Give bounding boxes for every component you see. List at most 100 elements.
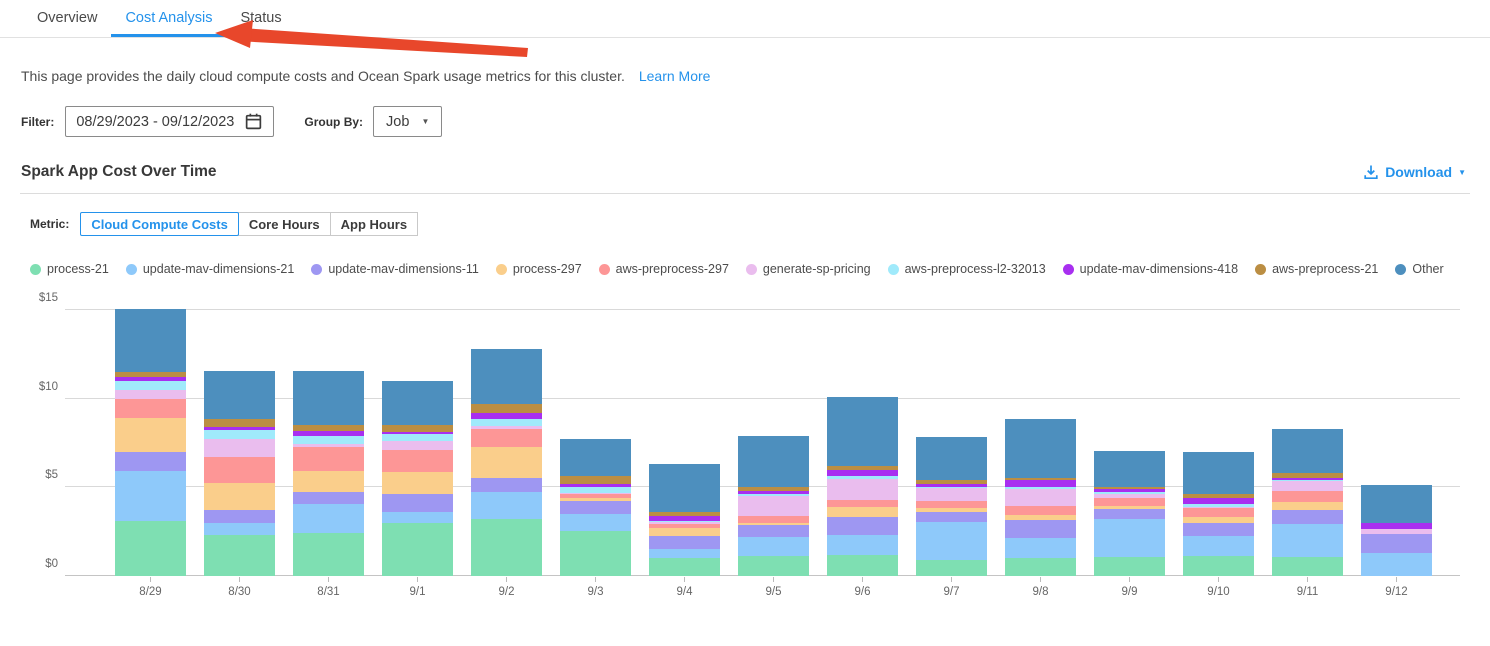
bar-segment-update-mav-dimensions-21[interactable] (1361, 552, 1432, 576)
bar-segment-process-21[interactable] (471, 519, 542, 576)
bar-segment-aws-preprocess-21[interactable] (1272, 473, 1343, 478)
bar-segment-update-mav-dimensions-21[interactable] (1183, 536, 1254, 556)
bar-segment-aws-preprocess-21[interactable] (115, 372, 186, 378)
legend-item-Other[interactable]: Other (1395, 262, 1444, 276)
bar-segment-update-mav-dimensions-21[interactable] (916, 521, 987, 561)
bar-segment-update-mav-dimensions-418[interactable] (1183, 498, 1254, 505)
bar-segment-generate-sp-pricing[interactable] (204, 438, 275, 458)
bar-segment-Other[interactable] (1361, 484, 1432, 523)
bar-segment-aws-preprocess-297[interactable] (649, 523, 720, 529)
bar-segment-update-mav-dimensions-418[interactable] (827, 469, 898, 476)
bar-segment-update-mav-dimensions-11[interactable] (738, 525, 809, 537)
bar-segment-update-mav-dimensions-21[interactable] (738, 537, 809, 556)
bar-segment-update-mav-dimensions-11[interactable] (1094, 508, 1165, 520)
bar-segment-process-21[interactable] (916, 560, 987, 576)
bar-segment-update-mav-dimensions-418[interactable] (560, 483, 631, 488)
bar-segment-aws-preprocess-297[interactable] (916, 500, 987, 508)
bar-segment-process-21[interactable] (115, 521, 186, 576)
bar-segment-aws-preprocess-297[interactable] (1094, 498, 1165, 506)
bar-segment-process-21[interactable] (560, 530, 631, 576)
bar-segment-update-mav-dimensions-418[interactable] (916, 483, 987, 487)
bar-segment-generate-sp-pricing[interactable] (293, 443, 364, 448)
bar-segment-process-21[interactable] (649, 558, 720, 576)
bar-segment-Other[interactable] (382, 381, 453, 426)
bar-segment-update-mav-dimensions-21[interactable] (1005, 537, 1076, 559)
bar-segment-generate-sp-pricing[interactable] (1094, 493, 1165, 499)
bar-9/4[interactable] (649, 464, 720, 576)
bar-segment-process-297[interactable] (827, 506, 898, 517)
bar-segment-aws-preprocess-l2-32013[interactable] (1094, 491, 1165, 494)
bar-segment-update-mav-dimensions-11[interactable] (1361, 534, 1432, 553)
bar-9/3[interactable] (560, 438, 631, 576)
bar-segment-process-297[interactable] (293, 470, 364, 492)
bar-segment-process-297[interactable] (1094, 505, 1165, 509)
bar-segment-aws-preprocess-21[interactable] (471, 404, 542, 413)
bar-segment-aws-preprocess-21[interactable] (293, 425, 364, 431)
bar-segment-update-mav-dimensions-418[interactable] (649, 515, 720, 522)
bar-segment-update-mav-dimensions-11[interactable] (471, 478, 542, 492)
bar-segment-Other[interactable] (827, 396, 898, 467)
bar-segment-generate-sp-pricing[interactable] (471, 426, 542, 429)
bar-segment-Other[interactable] (649, 464, 720, 513)
download-button[interactable]: Download ▼ (1363, 164, 1466, 180)
bar-segment-update-mav-dimensions-418[interactable] (738, 490, 809, 494)
bar-segment-process-297[interactable] (738, 522, 809, 526)
bar-segment-aws-preprocess-297[interactable] (560, 494, 631, 498)
bar-segment-process-297[interactable] (1005, 514, 1076, 521)
bar-segment-generate-sp-pricing[interactable] (738, 496, 809, 516)
bar-segment-Other[interactable] (1183, 451, 1254, 495)
bar-segment-update-mav-dimensions-21[interactable] (382, 512, 453, 523)
bar-segment-process-297[interactable] (560, 497, 631, 501)
bar-segment-update-mav-dimensions-21[interactable] (471, 491, 542, 520)
date-range-picker[interactable]: 08/29/2023 - 09/12/2023 (65, 106, 275, 137)
bar-segment-Other[interactable] (204, 371, 275, 420)
bar-segment-update-mav-dimensions-11[interactable] (1005, 520, 1076, 538)
legend-item-process-21[interactable]: process-21 (30, 262, 109, 276)
bar-segment-Other[interactable] (560, 438, 631, 476)
bar-segment-Other[interactable] (1005, 419, 1076, 478)
bar-segment-Other[interactable] (1094, 451, 1165, 487)
bar-8/30[interactable] (204, 371, 275, 576)
bar-segment-process-297[interactable] (115, 418, 186, 452)
bar-segment-update-mav-dimensions-21[interactable] (560, 513, 631, 531)
bar-segment-Other[interactable] (738, 435, 809, 488)
bar-segment-aws-preprocess-l2-32013[interactable] (738, 493, 809, 497)
tab-cost-analysis[interactable]: Cost Analysis (111, 0, 227, 37)
bar-segment-update-mav-dimensions-11[interactable] (293, 491, 364, 505)
bar-segment-update-mav-dimensions-418[interactable] (1361, 522, 1432, 530)
legend-item-generate-sp-pricing[interactable]: generate-sp-pricing (745, 262, 871, 276)
bar-segment-generate-sp-pricing[interactable] (1183, 506, 1254, 508)
bar-segment-aws-preprocess-21[interactable] (649, 512, 720, 516)
bar-segment-process-21[interactable] (1005, 558, 1076, 576)
bar-segment-process-21[interactable] (382, 522, 453, 576)
bar-segment-aws-preprocess-297[interactable] (1183, 507, 1254, 517)
bar-segment-update-mav-dimensions-11[interactable] (827, 516, 898, 536)
bar-segment-update-mav-dimensions-21[interactable] (1094, 519, 1165, 558)
bar-segment-aws-preprocess-297[interactable] (382, 450, 453, 473)
bar-segment-Other[interactable] (1272, 428, 1343, 474)
bar-segment-aws-preprocess-l2-32013[interactable] (382, 434, 453, 442)
bar-segment-aws-preprocess-297[interactable] (471, 428, 542, 448)
legend-item-aws-preprocess-21[interactable]: aws-preprocess-21 (1255, 262, 1378, 276)
bar-segment-aws-preprocess-21[interactable] (560, 475, 631, 484)
bar-9/10[interactable] (1183, 451, 1254, 576)
bar-segment-update-mav-dimensions-11[interactable] (649, 536, 720, 549)
bar-9/2[interactable] (471, 349, 542, 576)
legend-item-update-mav-dimensions-21[interactable]: update-mav-dimensions-21 (125, 262, 294, 276)
bar-segment-generate-sp-pricing[interactable] (827, 479, 898, 500)
bar-segment-update-mav-dimensions-11[interactable] (382, 493, 453, 513)
learn-more-link[interactable]: Learn More (638, 68, 711, 84)
bar-segment-process-21[interactable] (204, 535, 275, 576)
bar-segment-aws-preprocess-l2-32013[interactable] (204, 429, 275, 439)
bar-segment-generate-sp-pricing[interactable] (382, 441, 453, 451)
bar-segment-update-mav-dimensions-21[interactable] (204, 522, 275, 536)
bar-segment-update-mav-dimensions-11[interactable] (916, 512, 987, 522)
bar-segment-process-297[interactable] (204, 482, 275, 510)
legend-item-aws-preprocess-l2-32013[interactable]: aws-preprocess-l2-32013 (887, 262, 1046, 276)
bar-segment-update-mav-dimensions-418[interactable] (1094, 489, 1165, 492)
bar-segment-process-21[interactable] (1094, 557, 1165, 576)
bar-segment-update-mav-dimensions-21[interactable] (649, 548, 720, 559)
bar-9/12[interactable] (1361, 484, 1432, 576)
legend-item-process-297[interactable]: process-297 (495, 262, 582, 276)
bar-segment-process-21[interactable] (293, 533, 364, 576)
